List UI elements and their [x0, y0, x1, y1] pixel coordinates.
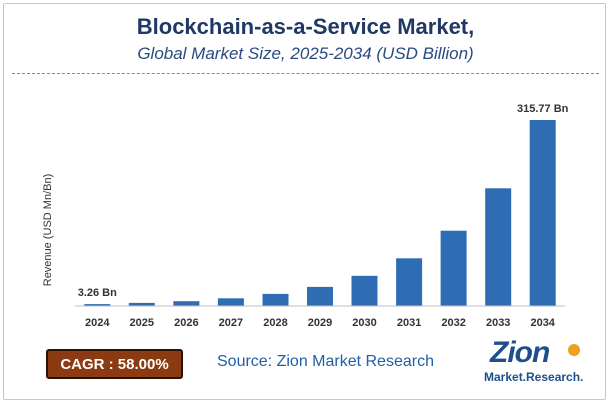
bar-2032 — [440, 230, 467, 306]
x-tick-label-2031: 2031 — [397, 317, 421, 329]
bar-2030 — [351, 275, 378, 306]
x-tick-label-2025: 2025 — [130, 317, 154, 329]
x-tick-label-2032: 2032 — [441, 317, 465, 329]
x-tick-label-2029: 2029 — [308, 317, 332, 329]
bar-2029 — [307, 286, 333, 306]
bar-2031 — [396, 258, 423, 306]
bar-2024 — [84, 304, 111, 306]
chart-title: Blockchain-as-a-Service Market, — [136, 14, 475, 39]
x-tick-label-2034: 2034 — [530, 317, 555, 329]
x-tick-label-2026: 2026 — [174, 317, 198, 329]
chart-subtitle: Global Market Size, 2025-2034 (USD Billi… — [137, 44, 474, 63]
zion-logo: Zion Market.Research. — [482, 336, 594, 386]
bar-2025 — [128, 302, 155, 306]
x-tick-label-2030: 2030 — [352, 317, 376, 329]
logo-wordmark: Zion — [490, 336, 550, 369]
x-tick-label-2024: 2024 — [85, 317, 110, 329]
logo-accent-icon — [568, 344, 580, 356]
x-tick-label-2028: 2028 — [263, 317, 287, 329]
x-tick-label-2027: 2027 — [219, 317, 243, 329]
bar-2034 — [529, 120, 556, 306]
bar-2033 — [485, 188, 512, 306]
cagr-badge: CAGR : 58.00% — [46, 349, 183, 379]
data-label-2024: 3.26 Bn — [78, 287, 117, 299]
bar-2027 — [217, 298, 244, 306]
y-axis-label: Revenue (USD Mn/Bn) — [42, 173, 54, 287]
x-tick-label-2033: 2033 — [486, 317, 510, 329]
data-label-2034: 315.77 Bn — [517, 103, 569, 115]
title-divider — [12, 73, 599, 74]
bar-2026 — [173, 301, 200, 306]
logo-subtitle: Market.Research. — [484, 370, 584, 384]
source-text: Source: Zion Market Research — [217, 353, 434, 370]
bar-2028 — [262, 293, 289, 306]
